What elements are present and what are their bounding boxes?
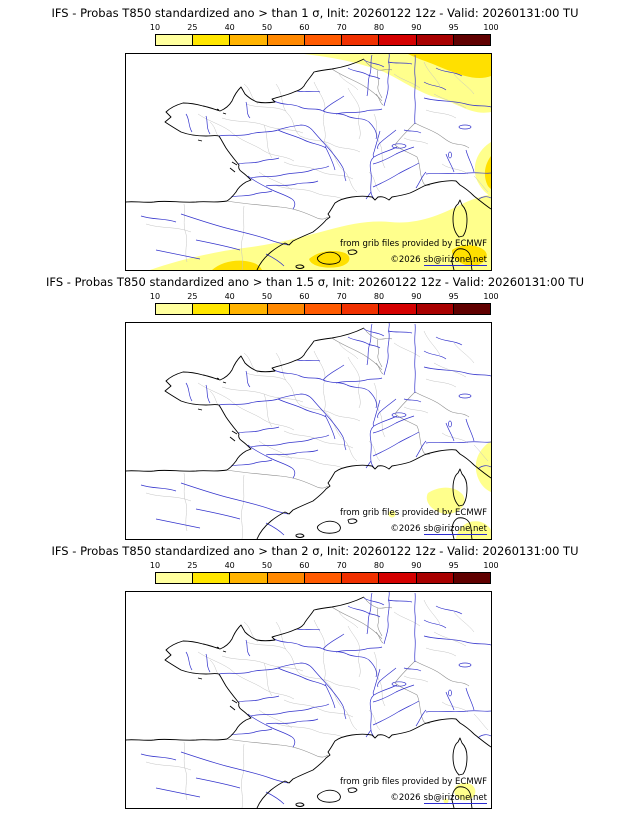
credit-ecmwf: from grib files provided by ECMWF	[340, 239, 487, 249]
colorbar-segment	[230, 573, 268, 583]
colorbar-segment	[416, 35, 454, 45]
map-france-1-5sigma: from grib files provided by ECMWF ©2026 s…	[125, 322, 492, 540]
colorbar-segment	[453, 573, 490, 583]
colorbar-tick: 40	[224, 561, 235, 570]
map-canvas-1-5sigma	[126, 323, 491, 539]
colorbar-segment	[342, 573, 380, 583]
colorbar-segment	[304, 304, 343, 314]
colorbar-tick: 95	[448, 561, 459, 570]
panel-1-5sigma: IFS - Probas T850 standardized ano > tha…	[0, 275, 630, 540]
colorbar-segment	[193, 35, 231, 45]
colorbar-segment	[453, 304, 490, 314]
colorbar-segment	[267, 573, 305, 583]
panel-title: IFS - Probas T850 standardized ano > tha…	[51, 544, 579, 558]
colorbar-segment	[156, 35, 194, 45]
colorbar-segment	[342, 304, 380, 314]
site-link[interactable]: sb@irizone.net	[423, 255, 487, 266]
colorbar-tick: 70	[336, 292, 347, 301]
colorbar-tick: 100	[483, 23, 499, 32]
colorbar-tick: 100	[483, 292, 499, 301]
credit-ecmwf: from grib files provided by ECMWF	[340, 508, 487, 518]
colorbar-tick: 80	[373, 292, 385, 301]
panel-1sigma: IFS - Probas T850 standardized ano > tha…	[0, 6, 630, 271]
probability-colorbar: 10 25 40 50 60 70 80 90 95 100	[150, 292, 499, 316]
colorbar-segment	[416, 573, 454, 583]
colorbar-tick: 90	[411, 292, 422, 301]
probability-areas-1-5sigma	[388, 441, 491, 539]
panel-2sigma: IFS - Probas T850 standardized ano > tha…	[0, 544, 630, 809]
colorbar-segment	[379, 573, 417, 583]
colorbar-segment	[267, 304, 305, 314]
map-france-2sigma: from grib files provided by ECMWF ©2026 s…	[125, 591, 492, 809]
credit-copyright: ©2026 sb@irizone.net	[390, 255, 487, 266]
colorbar-tick: 25	[187, 561, 198, 570]
colorbar-tick: 70	[336, 561, 347, 570]
colorbar-segment	[230, 35, 268, 45]
site-link[interactable]: sb@irizone.net	[423, 524, 487, 535]
colorbar-tick: 100	[483, 561, 499, 570]
panel-title: IFS - Probas T850 standardized ano > tha…	[46, 275, 584, 289]
colorbar-tick: 60	[299, 23, 310, 32]
colorbar-segment	[416, 304, 454, 314]
colorbar-segment	[379, 304, 417, 314]
colorbar-tick: 90	[411, 561, 422, 570]
colorbar-tick: 70	[336, 23, 347, 32]
map-canvas-1sigma	[126, 54, 491, 270]
panel-title: IFS - Probas T850 standardized ano > tha…	[51, 6, 579, 20]
colorbar-tick: 40	[224, 292, 235, 301]
copyright-year: ©2026	[390, 793, 421, 803]
colorbar-tick: 25	[187, 292, 198, 301]
probability-areas-1sigma	[150, 54, 491, 270]
map-france-1sigma: from grib files provided by ECMWF ©2026 s…	[125, 53, 492, 271]
colorbar-tick: 90	[411, 23, 422, 32]
colorbar-segment	[156, 573, 194, 583]
credit-ecmwf: from grib files provided by ECMWF	[340, 777, 487, 787]
colorbar-segment	[156, 304, 194, 314]
colorbar-segment	[342, 35, 380, 45]
colorbar-segment	[193, 573, 231, 583]
colorbar-tick: 50	[261, 292, 273, 301]
copyright-year: ©2026	[390, 524, 421, 534]
map-canvas-2sigma	[126, 592, 491, 808]
colorbar-segment	[267, 35, 305, 45]
colorbar-tick: 95	[448, 292, 459, 301]
colorbar-ticks: 10 25 40 50 60 70 80 90 95 100	[150, 23, 499, 34]
colorbar-segment	[304, 573, 343, 583]
colorbar-segment	[453, 35, 490, 45]
colorbar-segment	[193, 304, 231, 314]
colorbar-ticks: 10 25 40 50 60 70 80 90 95 100	[150, 292, 499, 303]
colorbar-tick: 10	[149, 292, 161, 301]
colorbar-ticks: 10 25 40 50 60 70 80 90 95 100	[150, 561, 499, 572]
copyright-year: ©2026	[390, 255, 421, 265]
colorbar-tick: 40	[224, 23, 235, 32]
colorbar-tick: 50	[261, 23, 273, 32]
colorbar-tick: 25	[187, 23, 198, 32]
site-link[interactable]: sb@irizone.net	[423, 793, 487, 804]
credit-copyright: ©2026 sb@irizone.net	[390, 524, 487, 535]
colorbar-tick: 50	[261, 561, 273, 570]
colorbar-tick: 80	[373, 23, 385, 32]
credit-copyright: ©2026 sb@irizone.net	[390, 793, 487, 804]
colorbar-segments	[155, 303, 491, 315]
colorbar-segments	[155, 34, 491, 46]
colorbar-tick: 60	[299, 561, 310, 570]
colorbar-segments	[155, 572, 491, 584]
colorbar-segment	[304, 35, 343, 45]
colorbar-tick: 60	[299, 292, 310, 301]
colorbar-tick: 95	[448, 23, 459, 32]
colorbar-tick: 10	[149, 23, 161, 32]
probability-colorbar: 10 25 40 50 60 70 80 90 95 100	[150, 23, 499, 47]
colorbar-tick: 10	[149, 561, 161, 570]
probability-colorbar: 10 25 40 50 60 70 80 90 95 100	[150, 561, 499, 585]
colorbar-segment	[379, 35, 417, 45]
probability-areas-2sigma	[443, 782, 476, 804]
colorbar-tick: 80	[373, 561, 385, 570]
colorbar-segment	[230, 304, 268, 314]
weather-probability-page: IFS - Probas T850 standardized ano > tha…	[0, 6, 630, 809]
